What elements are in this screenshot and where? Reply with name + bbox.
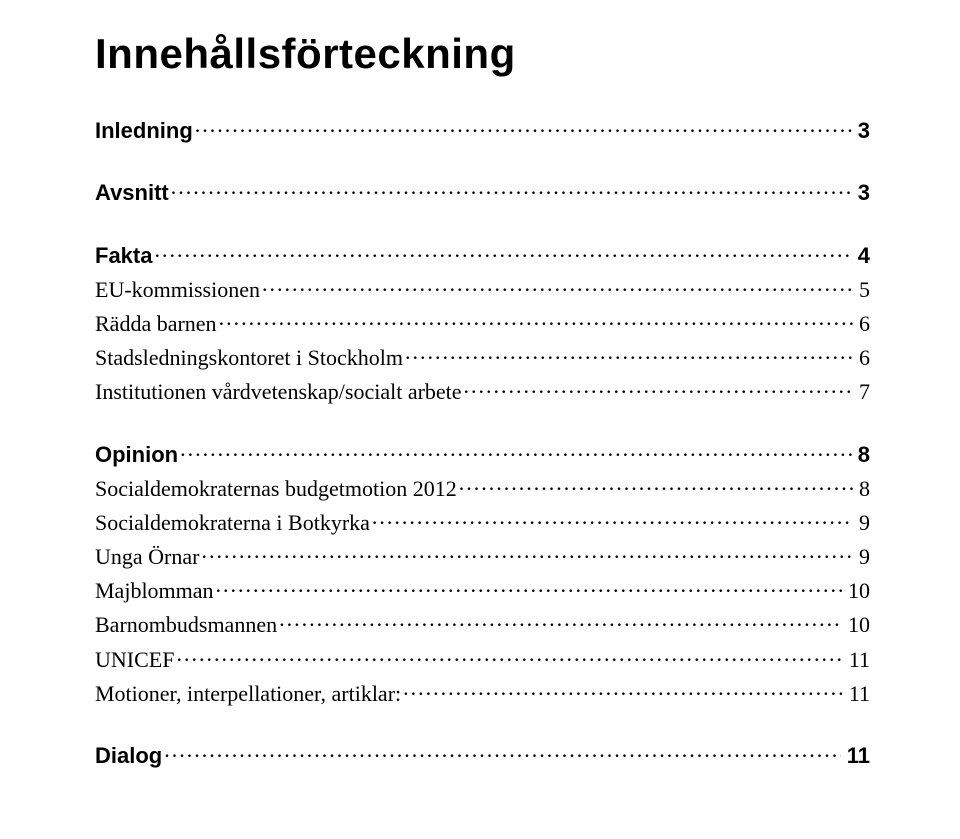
- toc-page: Innehållsförteckning Inledning 3 Avsnitt…: [0, 0, 960, 839]
- toc-label: Socialdemokraternas budgetmotion 2012: [95, 476, 457, 502]
- toc-entry: Barnombudsmannen 10: [95, 608, 870, 638]
- toc-dots: [403, 677, 843, 701]
- toc-dots: [219, 307, 853, 331]
- toc-entry: EU-kommissionen 5: [95, 273, 870, 303]
- toc-entry: Unga Örnar 9: [95, 540, 870, 570]
- toc-page-number: 11: [845, 681, 870, 707]
- toc-dots: [459, 472, 853, 496]
- toc-dots: [180, 437, 852, 461]
- toc-label: UNICEF: [95, 647, 174, 673]
- doc-title: Innehållsförteckning: [95, 30, 870, 78]
- toc-dots: [464, 375, 853, 399]
- toc-label: Majblomman: [95, 578, 214, 604]
- toc-label: Unga Örnar: [95, 544, 199, 570]
- toc-dots: [405, 341, 853, 365]
- toc-page-number: 10: [844, 612, 870, 638]
- toc-page-number: 7: [855, 379, 870, 405]
- toc-label: Avsnitt: [95, 180, 169, 206]
- toc-page-number: 9: [855, 544, 870, 570]
- toc-entry: Socialdemokraterna i Botkyrka 9: [95, 506, 870, 536]
- toc-dots: [372, 506, 853, 530]
- toc-heading-dialog: Dialog 11: [95, 739, 870, 769]
- toc-entry: Majblomman 10: [95, 574, 870, 604]
- toc-heading-opinion: Opinion 8: [95, 437, 870, 467]
- toc-entry: Stadsledningskontoret i Stockholm 6: [95, 341, 870, 371]
- toc-label: Barnombudsmannen: [95, 612, 277, 638]
- toc-label: Dialog: [95, 743, 162, 769]
- toc-heading-fakta: Fakta 4: [95, 238, 870, 268]
- toc-dots: [164, 739, 841, 763]
- toc-dots: [195, 114, 852, 138]
- toc-page-number: 6: [855, 311, 870, 337]
- toc-page-number: 8: [854, 442, 870, 468]
- toc-heading-avsnitt: Avsnitt 3: [95, 176, 870, 206]
- toc-dots: [262, 273, 853, 297]
- toc-dots: [279, 608, 842, 632]
- toc-label: Rädda barnen: [95, 311, 217, 337]
- toc-dots: [216, 574, 842, 598]
- toc-page-number: 3: [854, 180, 870, 206]
- toc-heading-inledning: Inledning 3: [95, 114, 870, 144]
- toc-label: Motioner, interpellationer, artiklar:: [95, 681, 401, 707]
- toc-page-number: 11: [845, 647, 870, 673]
- toc-page-number: 6: [855, 345, 870, 371]
- toc-label: Socialdemokraterna i Botkyrka: [95, 510, 370, 536]
- toc-dots: [201, 540, 853, 564]
- toc-page-number: 10: [844, 578, 870, 604]
- toc-page-number: 4: [854, 243, 870, 269]
- toc-page-number: 3: [854, 118, 870, 144]
- toc-entry: Institutionen vårdvetenskap/socialt arbe…: [95, 375, 870, 405]
- toc-label: EU-kommissionen: [95, 277, 260, 303]
- toc-entry: UNICEF 11: [95, 642, 870, 672]
- toc-entry: Socialdemokraternas budgetmotion 2012 8: [95, 472, 870, 502]
- toc-label: Inledning: [95, 118, 193, 144]
- toc-page-number: 8: [855, 476, 870, 502]
- toc-dots: [171, 176, 852, 200]
- toc-label: Institutionen vårdvetenskap/socialt arbe…: [95, 379, 462, 405]
- toc-page-number: 11: [843, 743, 870, 769]
- toc-dots: [154, 238, 851, 262]
- toc-entry: Motioner, interpellationer, artiklar: 11: [95, 677, 870, 707]
- toc-page-number: 9: [855, 510, 870, 536]
- toc-page-number: 5: [855, 277, 870, 303]
- toc-label: Opinion: [95, 442, 178, 468]
- toc-dots: [176, 642, 842, 666]
- toc-label: Stadsledningskontoret i Stockholm: [95, 345, 403, 371]
- toc-entry: Rädda barnen 6: [95, 307, 870, 337]
- toc-label: Fakta: [95, 243, 152, 269]
